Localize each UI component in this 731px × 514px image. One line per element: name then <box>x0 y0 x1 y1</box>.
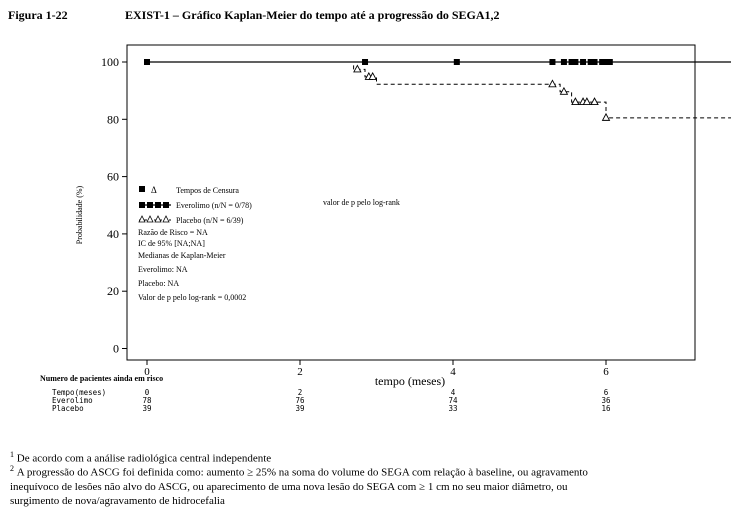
x-tick-label: 4 <box>450 366 456 378</box>
stats-line: Everolimo: NA <box>138 265 188 274</box>
censor-triangle-mark <box>368 71 377 80</box>
stats-line: Razão de Risco = NA <box>138 228 208 237</box>
censor-square-mark <box>603 59 609 65</box>
x-tick-label: 6 <box>603 366 609 378</box>
pvalue-note: valor de p pelo log-rank <box>323 198 400 207</box>
legend-everolimo-mark <box>139 202 145 208</box>
censor-triangle-mark <box>571 97 580 106</box>
stats-line: IC de 95% [NA;NA] <box>138 239 205 248</box>
y-tick-label: 60 <box>107 170 119 184</box>
stats-line: Valor de p pelo log-rank = 0,0002 <box>138 293 246 302</box>
legend-placebo-mark <box>162 215 170 223</box>
censor-square-mark <box>591 59 598 65</box>
legend-censor-label: Tempos de Censura <box>176 186 239 195</box>
risk-table-row-label: Placebo <box>52 404 84 413</box>
censor-square-mark <box>362 59 369 65</box>
legend-everolimo-mark <box>163 202 169 208</box>
legend-censor-square <box>139 186 145 192</box>
risk-table-cell: 0 <box>145 388 150 397</box>
risk-table-row-label: Tempo(meses) <box>52 388 106 397</box>
risk-table-cell: 74 <box>448 396 458 405</box>
risk-table-cell: 33 <box>448 404 457 413</box>
legend-placebo-label: Placebo (n/N = 6/39) <box>176 216 244 225</box>
y-tick-label: 20 <box>107 284 119 298</box>
risk-table-cell: 78 <box>142 396 152 405</box>
risk-table-cell: 6 <box>604 388 609 397</box>
legend-censor-triangle-label: Δ <box>151 185 157 195</box>
x-tick-label: 2 <box>297 366 303 378</box>
figure-title: EXIST-1 – Gráfico Kaplan-Meier do tempo … <box>125 8 500 22</box>
stats-line: Medianas de Kaplan-Meier <box>138 251 226 260</box>
y-tick-label: 0 <box>113 342 119 356</box>
risk-table-cell: 4 <box>451 388 456 397</box>
series-line <box>147 61 731 119</box>
footnote-2: 2 A progressão do ASCG foi definida como… <box>10 464 588 507</box>
censor-triangle-mark <box>590 97 599 106</box>
risk-table-cell: 76 <box>295 396 305 405</box>
risk-table-cell: 39 <box>142 404 151 413</box>
censor-square-mark <box>549 59 556 65</box>
censor-square-mark <box>560 59 567 65</box>
censor-square-mark <box>144 59 150 65</box>
figure-label: Figura 1-22 <box>8 8 68 22</box>
y-axis-label: Probabilidade (%) <box>75 185 84 244</box>
risk-table-row-label: Everolimo <box>52 396 93 405</box>
censor-triangle-mark <box>601 112 611 121</box>
y-tick-label: 80 <box>107 112 119 126</box>
footnote-1: 1 De acordo com a análise radiológica ce… <box>10 450 272 465</box>
legend-everolimo-mark <box>147 202 153 208</box>
x-tick-label: 0 <box>144 366 150 378</box>
legend-placebo-mark <box>154 215 162 223</box>
risk-table-cell: 16 <box>601 404 611 413</box>
censor-square-mark <box>587 59 594 65</box>
censor-square-mark <box>599 59 606 65</box>
legend-everolimo-label: Everolimo (n/N = 0/78) <box>176 201 252 210</box>
censor-triangle-mark <box>353 64 362 73</box>
censor-triangle-mark <box>559 86 569 95</box>
risk-table-cell: 36 <box>601 396 611 405</box>
censor-triangle-mark <box>582 97 592 106</box>
legend-everolimo-mark <box>155 202 161 208</box>
risk-table-title: Numero de pacientes ainda em risco <box>40 374 163 383</box>
plot-frame <box>126 44 696 361</box>
legend-placebo-mark <box>138 215 146 223</box>
risk-table-cell: 2 <box>298 388 303 397</box>
stats-line: Placebo: NA <box>138 279 179 288</box>
censor-square-mark <box>453 59 460 65</box>
risk-table-cell: 39 <box>295 404 304 413</box>
censor-square-mark <box>568 59 575 65</box>
x-axis-label: tempo (meses) <box>375 374 445 388</box>
censor-square-mark <box>606 59 613 65</box>
censor-square-mark <box>580 59 587 65</box>
legend-placebo-mark <box>146 215 154 223</box>
y-tick-label: 100 <box>101 55 119 69</box>
censor-square-mark <box>572 59 579 65</box>
censor-triangle-mark <box>548 79 557 88</box>
y-tick-label: 40 <box>107 227 119 241</box>
